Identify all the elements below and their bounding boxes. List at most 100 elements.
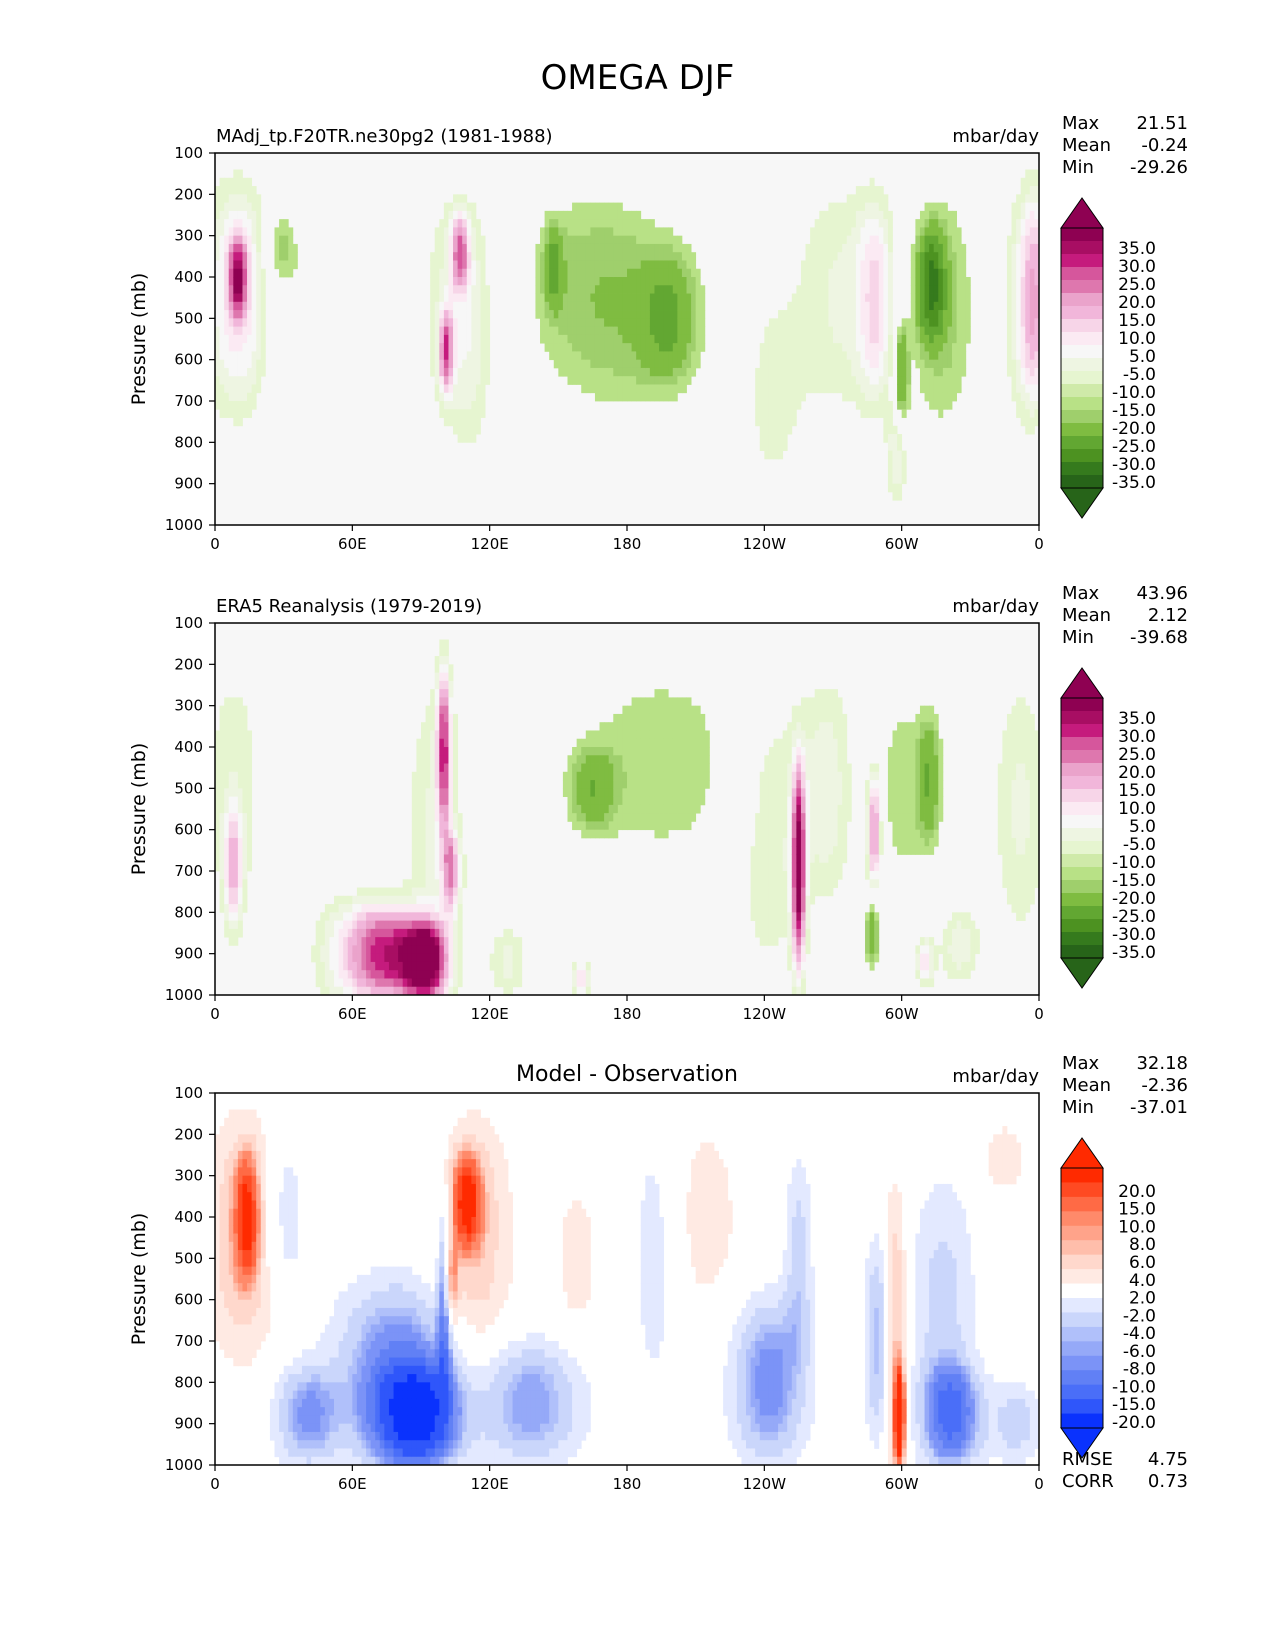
- field-cell: [691, 351, 697, 361]
- field-cell: [549, 235, 555, 245]
- field-cell: [874, 376, 880, 385]
- field-cell: [791, 755, 797, 764]
- field-cell: [448, 986, 454, 996]
- field-cell: [251, 194, 257, 203]
- field-cell: [315, 937, 321, 946]
- field-cell: [681, 747, 687, 756]
- field-cell: [823, 871, 829, 880]
- field-cell: [819, 837, 825, 847]
- field-cell: [833, 260, 838, 270]
- field-cell: [819, 334, 825, 344]
- field-cell: [929, 846, 935, 855]
- field-cell: [837, 821, 843, 831]
- field-cell: [942, 384, 948, 394]
- field-cell: [480, 334, 486, 344]
- field-cell: [933, 219, 939, 228]
- field-cell: [430, 895, 436, 905]
- field-cell: [659, 788, 665, 797]
- field-cell: [366, 904, 372, 913]
- field-cell: [453, 730, 459, 740]
- field-cell: [443, 722, 449, 731]
- field-cell: [874, 804, 880, 814]
- field-cell: [819, 722, 825, 731]
- field-cell: [924, 277, 930, 286]
- field-cell: [1034, 401, 1040, 410]
- field-cell: [947, 227, 953, 237]
- field-cell: [443, 409, 449, 418]
- field-cell: [485, 293, 491, 303]
- field-cell: [929, 730, 935, 740]
- field-cell: [800, 879, 806, 888]
- field-cell: [677, 755, 683, 764]
- field-cell: [773, 837, 779, 847]
- field-cell: [947, 970, 953, 979]
- field-cell: [915, 747, 921, 756]
- field-cell: [764, 862, 770, 872]
- field-cell: [906, 334, 912, 344]
- field-cell: [805, 293, 811, 303]
- field-cell: [677, 738, 683, 748]
- field-cell: [590, 796, 596, 806]
- field-cell: [910, 738, 916, 748]
- field-cell: [897, 788, 903, 797]
- field-cell: [370, 912, 376, 921]
- field-cell: [1034, 227, 1040, 237]
- field-cell: [796, 771, 802, 781]
- field-cell: [654, 334, 660, 344]
- field-cell: [865, 343, 871, 352]
- field-cell: [947, 310, 953, 319]
- field-cell: [919, 384, 925, 394]
- field-cell: [681, 310, 687, 319]
- field-cell: [649, 376, 655, 385]
- field-cell: [443, 384, 449, 394]
- field-cell: [700, 788, 706, 797]
- field-cell: [668, 293, 674, 303]
- field-cell: [800, 829, 806, 839]
- field-cell: [1011, 788, 1017, 797]
- field-cell: [919, 780, 925, 789]
- field-cell: [942, 301, 948, 311]
- field-cell: [814, 260, 820, 270]
- field-cell: [791, 392, 797, 402]
- field-cell: [695, 780, 701, 789]
- field-cell: [1020, 367, 1026, 377]
- field-cell: [439, 260, 445, 270]
- field-cell: [791, 912, 797, 921]
- field-cell: [773, 450, 779, 460]
- field-cell: [869, 829, 875, 839]
- field-cell: [787, 409, 793, 418]
- field-cell: [887, 310, 893, 319]
- field-cell: [453, 780, 459, 789]
- field-cell: [823, 268, 829, 278]
- field-cell: [361, 895, 367, 905]
- field-cell: [443, 689, 449, 698]
- field-cell: [631, 227, 637, 237]
- field-cell: [842, 854, 848, 864]
- field-cell: [819, 243, 825, 253]
- field-cell: [906, 747, 912, 756]
- field-cell: [219, 409, 225, 418]
- field-cell: [562, 260, 568, 270]
- field-cell: [828, 301, 834, 311]
- field-cell: [604, 763, 610, 773]
- field-cell: [439, 376, 445, 385]
- field-cell: [686, 301, 692, 311]
- field-cell: [846, 210, 852, 220]
- field-cell: [800, 904, 806, 913]
- field-cell: [443, 367, 449, 377]
- field-cell: [443, 647, 449, 657]
- stat-value: -0.24: [1141, 135, 1188, 156]
- field-cell: [686, 293, 692, 303]
- field-cell: [892, 458, 898, 468]
- field-cell: [668, 697, 674, 707]
- field-cell: [1002, 854, 1008, 864]
- field-cell: [375, 937, 381, 946]
- field-cell: [915, 780, 921, 789]
- field-cell: [961, 351, 967, 361]
- field-cell: [457, 194, 463, 203]
- field-cell: [796, 846, 802, 855]
- field-cell: [224, 879, 230, 888]
- field-cell: [1020, 326, 1026, 336]
- field-cell: [768, 318, 774, 327]
- field-cell: [434, 243, 440, 253]
